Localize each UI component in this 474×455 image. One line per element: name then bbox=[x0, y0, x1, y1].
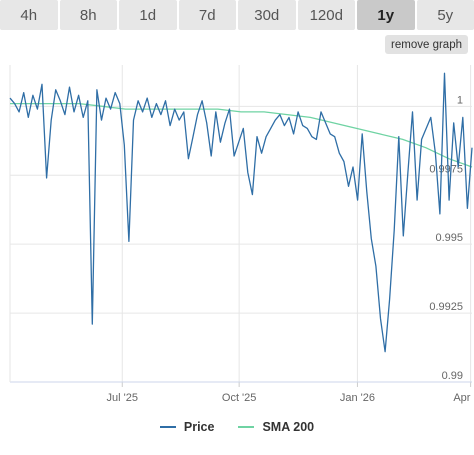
remove-graph-button[interactable]: remove graph bbox=[385, 35, 468, 54]
tab-1y[interactable]: 1y bbox=[357, 0, 415, 30]
x-tick-label: Apr '26 bbox=[453, 392, 474, 404]
tab-4h[interactable]: 4h bbox=[0, 0, 58, 30]
y-tick-label: 0.995 bbox=[435, 232, 463, 244]
tab-120d[interactable]: 120d bbox=[297, 0, 355, 30]
tab-8h[interactable]: 8h bbox=[59, 0, 117, 30]
y-tick-label: 0.99 bbox=[442, 370, 463, 382]
tab-1d[interactable]: 1d bbox=[119, 0, 177, 30]
tab-5y[interactable]: 5y bbox=[416, 0, 474, 30]
x-tick-label: Oct '25 bbox=[222, 392, 257, 404]
tab-30d[interactable]: 30d bbox=[238, 0, 296, 30]
legend-item-sma[interactable]: SMA 200 bbox=[238, 420, 314, 434]
legend-label-price: Price bbox=[183, 420, 215, 434]
chart-legend: Price SMA 200 bbox=[0, 420, 474, 434]
x-tick-label: Jan '26 bbox=[340, 392, 375, 404]
price-line-swatch-icon bbox=[159, 426, 176, 428]
sma-line-swatch-icon bbox=[238, 426, 255, 428]
legend-label-sma: SMA 200 bbox=[262, 420, 315, 434]
timeframe-tabs: 4h 8h 1d 7d 30d 120d 1y 5y bbox=[0, 0, 474, 30]
y-tick-label: 1 bbox=[457, 94, 463, 106]
price-series-line bbox=[9, 72, 473, 353]
legend-item-price[interactable]: Price bbox=[159, 420, 215, 434]
y-tick-label: 0.9925 bbox=[429, 301, 463, 313]
y-tick-label: 0.9975 bbox=[429, 163, 463, 175]
tab-7d[interactable]: 7d bbox=[178, 0, 236, 30]
x-tick-label: Jul '25 bbox=[107, 392, 138, 404]
